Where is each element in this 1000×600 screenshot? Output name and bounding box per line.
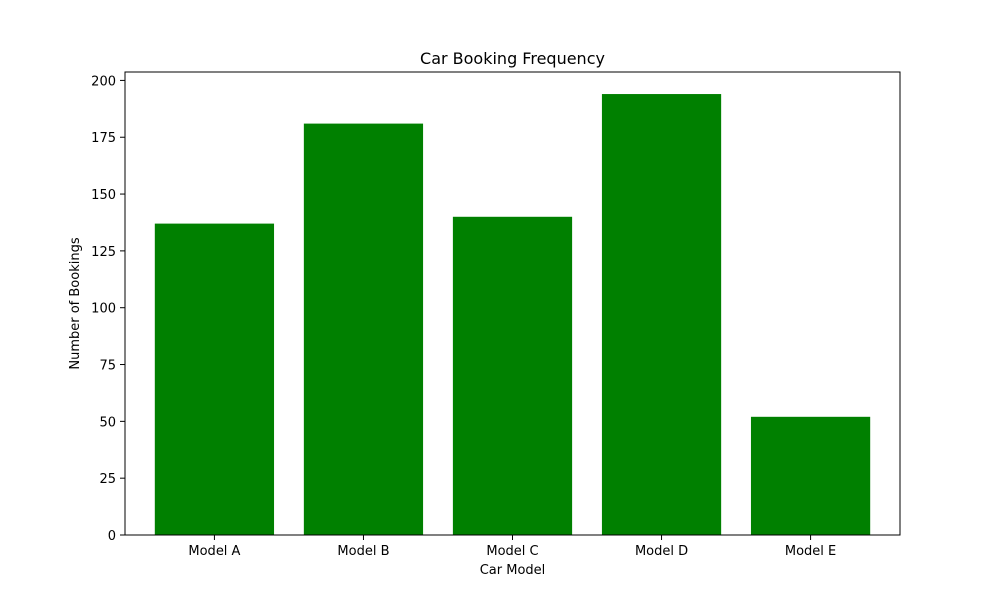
- y-axis-label: Number of Bookings: [68, 237, 83, 369]
- x-axis-label: Car Model: [480, 563, 546, 578]
- x-tick-label: Model E: [785, 544, 836, 559]
- x-axis: Model A Model B Model C Model D Model E: [188, 535, 836, 559]
- y-tick-label: 175: [91, 131, 116, 146]
- x-tick-label: Model C: [486, 544, 538, 559]
- y-tick-label: 200: [91, 74, 116, 89]
- x-tick-label: Model B: [337, 544, 389, 559]
- x-tick-label: Model A: [188, 544, 240, 559]
- chart-title: Car Booking Frequency: [420, 49, 605, 68]
- y-tick-label: 75: [99, 359, 116, 374]
- y-tick-label: 125: [91, 245, 116, 260]
- y-tick-label: 25: [99, 472, 116, 487]
- y-tick-label: 150: [91, 188, 116, 203]
- bar-model-d: [601, 94, 722, 536]
- x-tick-label: Model D: [635, 544, 688, 559]
- bar-model-e: [750, 416, 871, 535]
- bars-group: [154, 94, 871, 536]
- y-tick-label: 50: [99, 415, 116, 430]
- y-tick-label: 100: [91, 302, 116, 317]
- y-tick-label: 0: [108, 529, 116, 544]
- y-axis: 0 25 50 75 100 125 150 175 200: [91, 74, 125, 544]
- plot-area: [124, 71, 901, 536]
- bar-model-c: [452, 216, 573, 536]
- bar-model-a: [154, 223, 275, 536]
- bar-model-b: [303, 123, 424, 535]
